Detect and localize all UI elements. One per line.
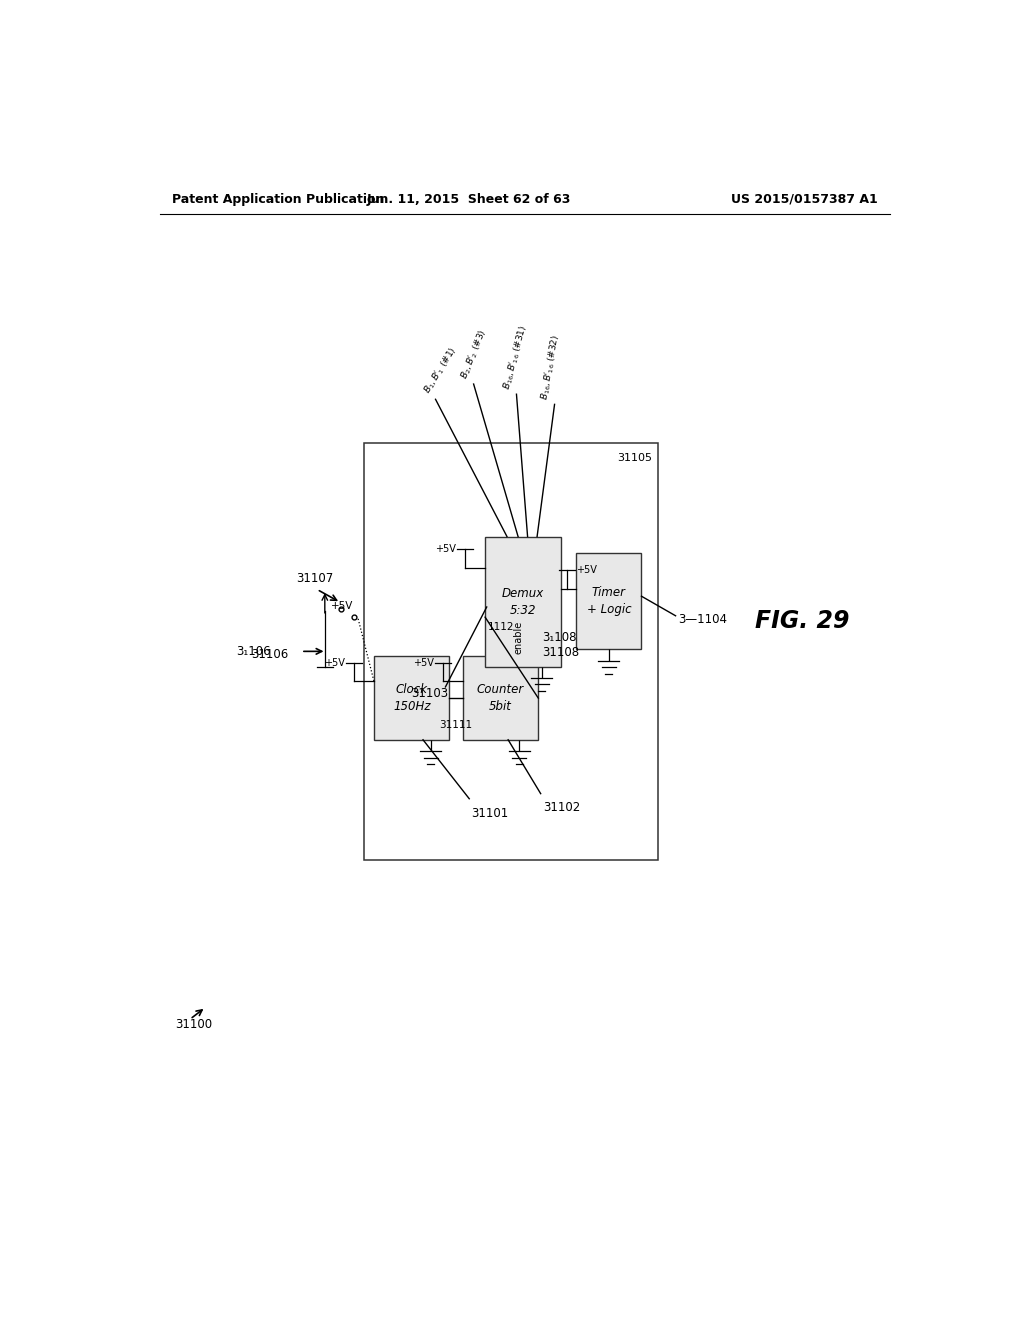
Text: 31105: 31105: [616, 453, 651, 463]
Text: Counter
5bit: Counter 5bit: [477, 684, 524, 713]
Text: Patent Application Publication: Patent Application Publication: [172, 193, 384, 206]
Text: +5V: +5V: [331, 601, 353, 611]
Text: Clock
150Hz: Clock 150Hz: [393, 684, 430, 713]
Text: enable: enable: [513, 620, 523, 653]
Text: 31108: 31108: [543, 647, 580, 659]
Text: Demux
5:32: Demux 5:32: [502, 586, 544, 616]
Text: 31111: 31111: [439, 721, 473, 730]
Text: +5V: +5V: [435, 544, 456, 554]
Text: +5V: +5V: [577, 565, 597, 576]
Text: 31103: 31103: [412, 686, 449, 700]
Text: 31100: 31100: [176, 1018, 213, 1031]
Text: Timer
+ Logic: Timer + Logic: [587, 586, 631, 616]
Text: FIG. 29: FIG. 29: [755, 609, 850, 632]
Text: 31101: 31101: [472, 807, 509, 820]
Text: 3₁108: 3₁108: [543, 631, 577, 644]
Text: $B_2, B'_2$ (#3): $B_2, B'_2$ (#3): [459, 327, 490, 381]
Text: $B_{16}, B'_{16}$ (#31): $B_{16}, B'_{16}$ (#31): [501, 323, 530, 391]
Text: 31107: 31107: [296, 573, 334, 585]
Bar: [463, 656, 539, 739]
Text: Jun. 11, 2015  Sheet 62 of 63: Jun. 11, 2015 Sheet 62 of 63: [367, 193, 571, 206]
Text: 3—1104: 3—1104: [678, 614, 727, 627]
Text: +5V: +5V: [413, 659, 433, 668]
Bar: [577, 553, 641, 649]
Text: US 2015/0157387 A1: US 2015/0157387 A1: [731, 193, 878, 206]
Bar: [365, 444, 658, 859]
Text: 3₁106: 3₁106: [237, 645, 270, 657]
Bar: [374, 656, 450, 739]
Text: 31106: 31106: [251, 648, 289, 661]
Text: 1112: 1112: [487, 622, 514, 632]
Text: $B_1, B'_1$ (#1): $B_1, B'_1$ (#1): [422, 345, 460, 396]
Bar: [485, 536, 560, 667]
Text: +5V: +5V: [324, 659, 345, 668]
Text: 31102: 31102: [543, 801, 581, 813]
Text: $B_{16}, B'_{16}$ (#32): $B_{16}, B'_{16}$ (#32): [539, 334, 563, 401]
